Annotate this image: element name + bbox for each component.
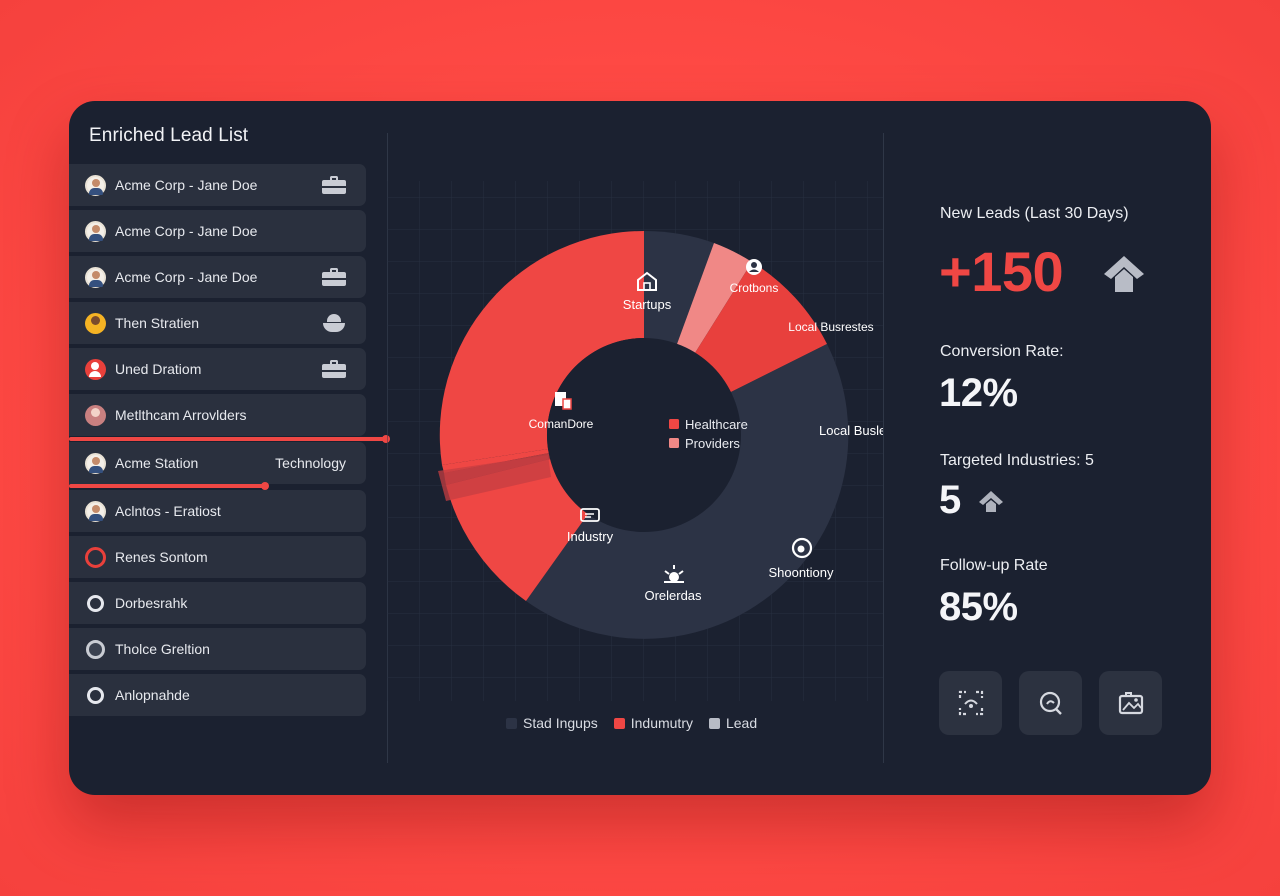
conversion-rate-label: Conversion Rate: xyxy=(940,343,1064,360)
list-item[interactable]: Anlopnahde xyxy=(69,674,366,716)
list-item[interactable]: Acme Corp - Jane Doe xyxy=(69,164,366,206)
list-item[interactable]: Acme Corp - Jane Doe xyxy=(69,210,366,252)
image-icon xyxy=(1118,692,1143,715)
list-item[interactable]: Dorbesrahk xyxy=(69,582,366,624)
center-legend-swatch xyxy=(669,419,679,429)
briefcase-icon[interactable] xyxy=(322,360,346,378)
search-refresh-button[interactable] xyxy=(1019,671,1082,735)
lead-name: Acme Corp - Jane Doe xyxy=(115,269,258,285)
lead-name: Uned Dratiom xyxy=(115,361,202,377)
lead-name: Tholce Greltion xyxy=(115,641,210,657)
legend-swatch xyxy=(506,717,517,729)
avatar xyxy=(85,404,106,426)
list-item[interactable]: Uned Dratiom xyxy=(69,348,366,390)
center-legend-label: Healthcare xyxy=(685,417,748,432)
avatar xyxy=(85,266,106,288)
divider-right xyxy=(883,133,884,763)
follow-up-rate-label: Follow-up Rate xyxy=(940,557,1048,574)
briefcase-icon[interactable] xyxy=(322,176,346,194)
lead-name: Metlthcam Arrovlders xyxy=(115,407,247,423)
new-leads-label: New Leads (Last 30 Days) xyxy=(940,205,1129,222)
lead-list-title: Enriched Lead List xyxy=(89,125,249,146)
avatar xyxy=(85,500,106,522)
gear-icon xyxy=(791,537,813,559)
dashboard-panel: Enriched Lead List Acme Corp - Jane Doe … xyxy=(69,101,1211,795)
segment-industry xyxy=(446,459,588,601)
segment-label: Shoontiony xyxy=(768,565,834,580)
lead-name: Anlopnahde xyxy=(115,687,190,703)
avatar xyxy=(85,312,106,334)
ring-icon xyxy=(87,594,104,612)
scan-button[interactable] xyxy=(939,671,1002,735)
legend-label: Lead xyxy=(725,715,758,731)
avatar xyxy=(85,174,106,196)
lead-name: Then Stratien xyxy=(115,315,200,331)
segment-label: Startups xyxy=(623,297,672,312)
up-arrow-icon xyxy=(1104,256,1144,292)
targeted-industries-value: 5 xyxy=(939,478,961,522)
ring-icon xyxy=(86,639,105,659)
search-refresh-icon xyxy=(1039,691,1062,715)
ring-icon xyxy=(85,546,106,568)
follow-up-rate-value: 85% xyxy=(939,585,1018,629)
segment-label: Industry xyxy=(567,529,614,544)
segment-highlight xyxy=(677,243,752,353)
legend-item[interactable]: Lead xyxy=(708,715,758,731)
id-card-icon xyxy=(580,508,600,522)
legend-label: Stad Ingups xyxy=(523,715,598,731)
segment-label: ComanDore xyxy=(529,417,594,431)
person-icon xyxy=(746,259,762,275)
center-legend-label: Providers xyxy=(685,436,740,451)
list-item[interactable]: Then Stratien xyxy=(69,302,366,344)
lead-name: Acme Corp - Jane Doe xyxy=(115,223,258,239)
center-legend-swatch xyxy=(669,438,679,448)
donut-hole xyxy=(547,338,741,532)
segment-local-businesses-red xyxy=(695,262,827,392)
sun-icon xyxy=(664,565,684,583)
list-item[interactable]: Acme Corp - Jane Doe xyxy=(69,256,366,298)
lead-name: Acme Corp - Jane Doe xyxy=(115,177,258,193)
targeted-industries-label: Targeted Industries: 5 xyxy=(940,452,1094,469)
legend-item[interactable]: Indumutry xyxy=(613,715,693,731)
progress-bar[interactable] xyxy=(69,435,390,443)
list-item[interactable]: Aclntos - Eratiost xyxy=(69,490,366,532)
lead-name: Acme Station xyxy=(115,455,199,471)
avatar xyxy=(85,358,106,380)
donut-chart: Startups Crotbons Local Busrestes Local … xyxy=(387,181,883,701)
list-item[interactable]: Metlthcam Arrovlders xyxy=(69,394,366,436)
new-leads-value: +150 xyxy=(939,240,1064,303)
progress-bar[interactable] xyxy=(69,482,270,490)
legend-swatch xyxy=(708,717,720,729)
image-button[interactable] xyxy=(1099,671,1162,735)
segment-label: Local Buslesses xyxy=(819,423,883,438)
segment-label: Orelerdas xyxy=(644,588,702,603)
segment-crotbons xyxy=(644,230,714,344)
legend-label: Indumutry xyxy=(630,715,693,731)
chart-legend: Stad Ingups Indumutry Lead xyxy=(506,715,757,731)
lead-name: Renes Sontom xyxy=(115,549,208,565)
doc-icon xyxy=(555,392,572,410)
segment-startups xyxy=(439,230,644,465)
scan-icon xyxy=(958,690,983,716)
list-item[interactable]: Acme Station Technology xyxy=(69,442,366,484)
building-icon xyxy=(637,271,657,291)
hat-icon[interactable] xyxy=(323,314,345,332)
segment-label: Crotbons xyxy=(730,281,779,295)
up-arrow-small-icon xyxy=(979,491,1003,512)
segment-label: Local Busrestes xyxy=(788,320,873,334)
segment-band-shade xyxy=(438,455,551,501)
avatar xyxy=(85,452,106,474)
avatar xyxy=(85,220,106,242)
list-item[interactable]: Tholce Greltion xyxy=(69,628,366,670)
briefcase-icon[interactable] xyxy=(322,268,346,286)
segment-label-line-1: Local Busrestes xyxy=(788,320,873,334)
legend-swatch xyxy=(613,717,625,729)
lead-name: Dorbesrahk xyxy=(115,595,188,611)
ring-icon xyxy=(87,686,104,704)
lead-name: Aclntos - Eratiost xyxy=(115,503,221,519)
conversion-rate-value: 12% xyxy=(939,371,1018,415)
industry-tag: Technology xyxy=(275,455,346,471)
legend-item[interactable]: Stad Ingups xyxy=(506,715,598,731)
list-item[interactable]: Renes Sontom xyxy=(69,536,366,578)
